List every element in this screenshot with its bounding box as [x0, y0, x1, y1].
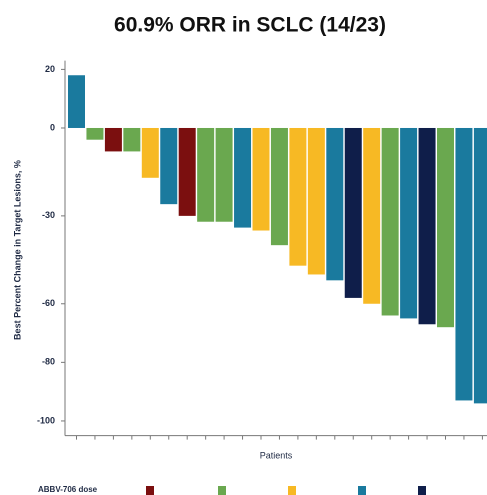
y-tick-label: 20 [45, 64, 55, 74]
bar [400, 127, 418, 319]
bar [289, 127, 307, 266]
bar [123, 127, 141, 152]
bar [344, 127, 362, 298]
bar [381, 127, 399, 316]
bar [473, 127, 487, 404]
x-axis-label: Patients [260, 450, 293, 460]
bar [234, 127, 252, 228]
bar [141, 127, 159, 178]
bar [437, 127, 454, 328]
bar [68, 75, 85, 128]
y-axis-label: Best Percent Change in Target Lesions, % [12, 160, 22, 340]
bar [86, 127, 104, 140]
y-tick-label: 0 [50, 122, 55, 132]
bar [215, 127, 233, 222]
bar [160, 127, 178, 205]
legend-swatch [146, 486, 154, 495]
bar [455, 127, 473, 401]
y-tick-label: -80 [42, 357, 55, 367]
legend-swatch [418, 486, 426, 495]
chart-title: 60.9% ORR in SCLC (14/23) [114, 14, 386, 37]
y-tick-label: -60 [42, 298, 55, 308]
legend-swatch [288, 486, 296, 495]
bar [326, 127, 344, 281]
y-tick-label: -30 [42, 210, 55, 220]
bar [104, 127, 122, 152]
legend-swatch [218, 486, 226, 495]
bar [252, 127, 270, 231]
bar [418, 127, 436, 325]
bar [197, 127, 215, 222]
bar [178, 127, 196, 216]
bar [363, 127, 381, 304]
bar [270, 127, 288, 246]
y-tick-label: -100 [37, 415, 55, 425]
bar [307, 127, 325, 275]
legend-title: ABBV-706 dose [38, 485, 98, 494]
legend-swatch [358, 486, 366, 495]
